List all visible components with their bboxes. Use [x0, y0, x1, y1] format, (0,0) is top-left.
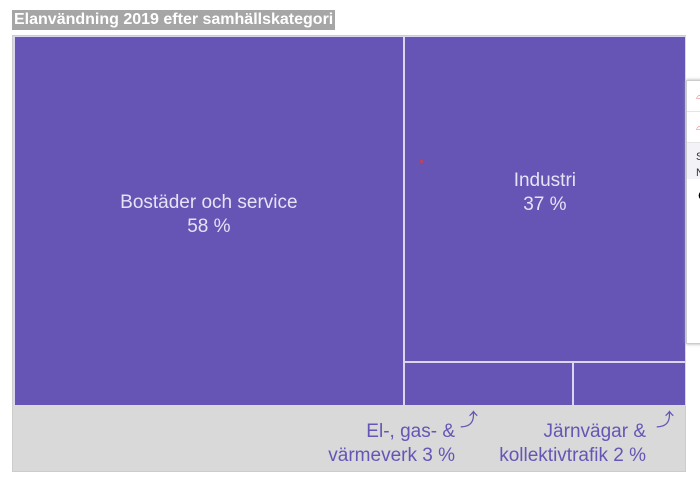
- cake-icon[interactable]: ⌓: [687, 112, 700, 143]
- category-label: El-, gas- & värmeverk: [328, 421, 455, 466]
- value-label: 2 %: [613, 445, 646, 466]
- label-el-gas: El-, gas- & värmeverk 3 %: [295, 420, 455, 468]
- label-jarnvagar: Järnvägar & kollektivtrafik 2 %: [451, 420, 646, 468]
- value-label: 37 %: [523, 193, 567, 215]
- arrow-icon: ⤴: [460, 410, 478, 430]
- value-label: 3 %: [422, 445, 455, 466]
- treemap: Bostäder och service 58 % Industri 37 %: [14, 36, 686, 406]
- cell-label: Industri 37 %: [404, 169, 686, 217]
- cell-label: Bostäder och service 58 %: [14, 191, 404, 239]
- category-label: Järnvägar & kollektivtrafik: [499, 421, 646, 466]
- cell-el-gas[interactable]: [403, 361, 574, 406]
- cell-jarnvagar[interactable]: [573, 361, 686, 406]
- cell-bostader[interactable]: [14, 36, 404, 406]
- popup-text: S: [696, 151, 700, 163]
- category-label: Bostäder och service: [120, 192, 298, 213]
- side-popup[interactable]: ⌓ ⌓ S N ☻: [686, 80, 700, 344]
- person-icon: ☻: [687, 179, 700, 205]
- chart-title: Elanvändning 2019 efter samhällskategori: [12, 10, 336, 30]
- cake-icon[interactable]: ⌓: [687, 81, 700, 112]
- value-label: 58 %: [187, 216, 231, 237]
- category-label: Industri: [513, 169, 577, 191]
- popup-text: N: [696, 167, 700, 179]
- arrow-icon: ⤴: [656, 410, 674, 430]
- cursor-dot: [420, 160, 423, 163]
- cell-industri[interactable]: [403, 36, 686, 362]
